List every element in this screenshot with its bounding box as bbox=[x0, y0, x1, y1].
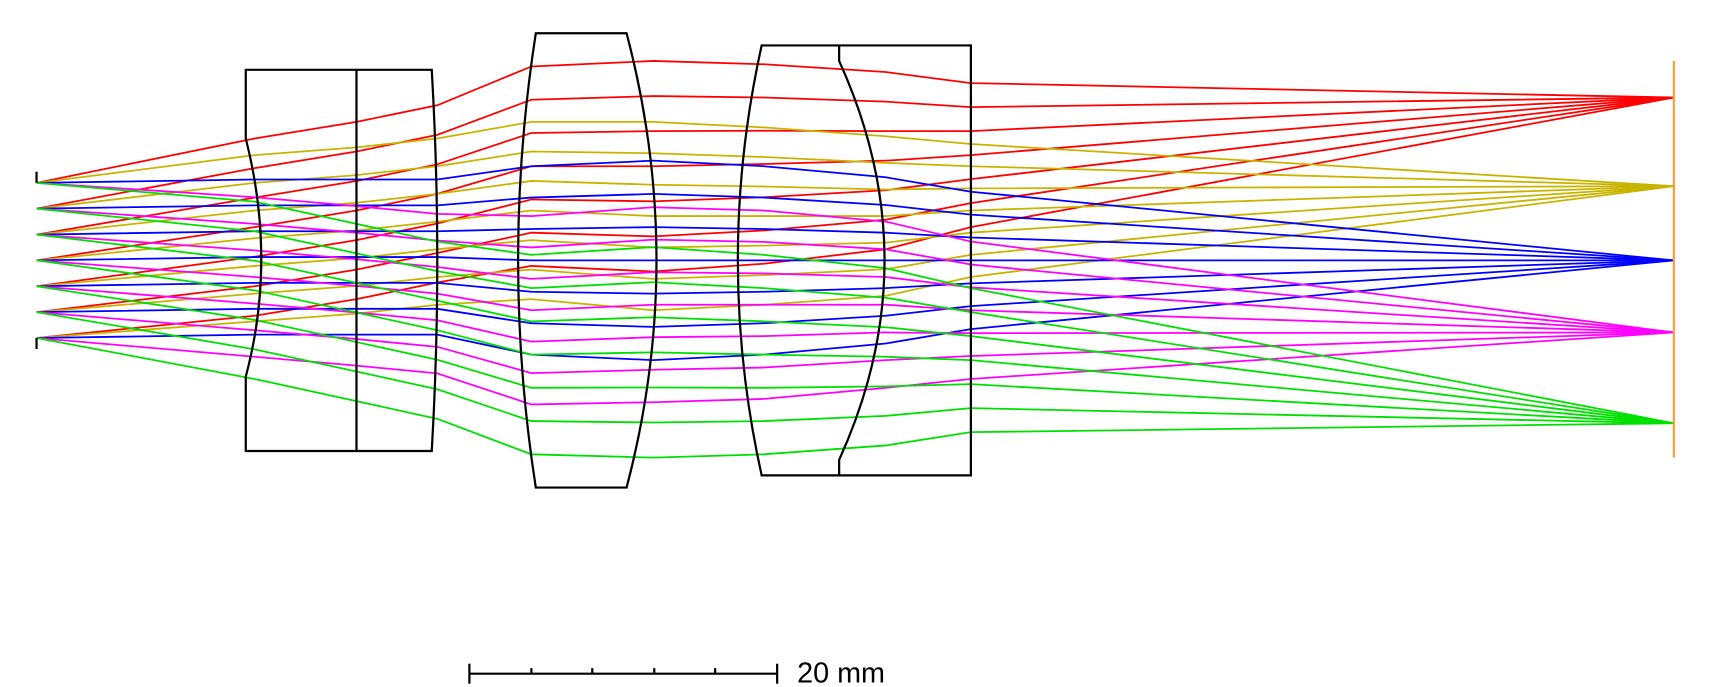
ray bbox=[36, 121, 1674, 188]
ray bbox=[36, 60, 1674, 184]
ray bbox=[36, 185, 1674, 262]
ray bbox=[36, 259, 1674, 334]
ray bbox=[36, 185, 1674, 314]
ray bbox=[36, 233, 1674, 425]
ray bbox=[36, 96, 1674, 262]
scale-label: 20 mm bbox=[797, 657, 885, 687]
ray bbox=[36, 226, 1674, 262]
ray bbox=[36, 207, 1674, 334]
ray bbox=[36, 259, 1674, 295]
ray bbox=[36, 311, 1674, 425]
ray-bundles bbox=[36, 60, 1675, 459]
ray bbox=[36, 285, 1674, 425]
ray bbox=[36, 159, 1674, 262]
lens-doublet bbox=[244, 68, 439, 453]
ray bbox=[36, 96, 1674, 236]
ray bbox=[36, 256, 1674, 262]
ray bbox=[36, 193, 1674, 262]
ray bbox=[36, 181, 1674, 334]
ray bbox=[36, 337, 1674, 459]
ray bbox=[36, 259, 1674, 425]
lens-doublet bbox=[736, 44, 972, 477]
ray bbox=[36, 181, 1675, 425]
ray bbox=[36, 180, 1674, 236]
ray bbox=[36, 311, 1674, 374]
lens-interface bbox=[838, 45, 886, 476]
ray bbox=[36, 96, 1674, 314]
scale-bar bbox=[468, 663, 779, 684]
ray bbox=[36, 207, 1674, 425]
ray bbox=[36, 95, 1674, 210]
ray bbox=[36, 285, 1674, 343]
lens-biconvex bbox=[516, 32, 658, 489]
ray bbox=[36, 233, 1674, 334]
